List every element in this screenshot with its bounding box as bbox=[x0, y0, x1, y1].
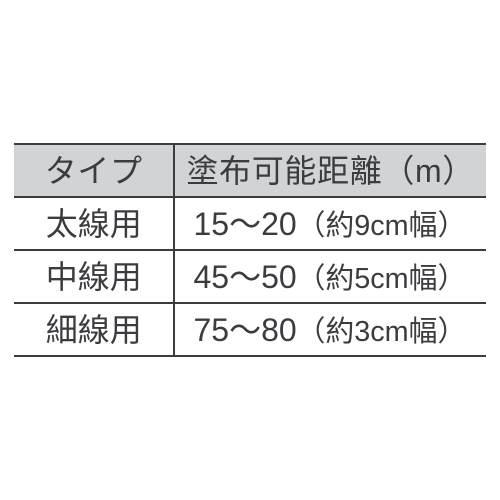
range-value: 15〜20 bbox=[193, 206, 296, 242]
cell-type: 細線用 bbox=[14, 303, 174, 356]
col-header-range: 塗布可能距離（m） bbox=[174, 144, 486, 197]
table-row: 中線用 45〜50（約5cm幅） bbox=[14, 250, 486, 303]
cell-range: 45〜50（約5cm幅） bbox=[174, 250, 486, 303]
range-note: （約9cm幅） bbox=[297, 210, 467, 242]
table-body: 太線用 15〜20（約9cm幅） 中線用 45〜50（約5cm幅） 細線用 75… bbox=[14, 197, 486, 356]
spec-table: タイプ 塗布可能距離（m） 太線用 15〜20（約9cm幅） 中線用 45〜50… bbox=[14, 143, 486, 357]
range-value: 75〜80 bbox=[193, 312, 296, 348]
cell-type: 中線用 bbox=[14, 250, 174, 303]
col-header-type: タイプ bbox=[14, 144, 174, 197]
cell-range: 75〜80（約3cm幅） bbox=[174, 303, 486, 356]
range-value: 45〜50 bbox=[193, 259, 296, 295]
table-row: 細線用 75〜80（約3cm幅） bbox=[14, 303, 486, 356]
cell-range: 15〜20（約9cm幅） bbox=[174, 197, 486, 250]
table-row: 太線用 15〜20（約9cm幅） bbox=[14, 197, 486, 250]
cell-type: 太線用 bbox=[14, 197, 174, 250]
range-note: （約3cm幅） bbox=[297, 316, 467, 348]
table-container: タイプ 塗布可能距離（m） 太線用 15〜20（約9cm幅） 中線用 45〜50… bbox=[0, 0, 500, 500]
range-note: （約5cm幅） bbox=[297, 263, 467, 295]
table-header: タイプ 塗布可能距離（m） bbox=[14, 144, 486, 197]
